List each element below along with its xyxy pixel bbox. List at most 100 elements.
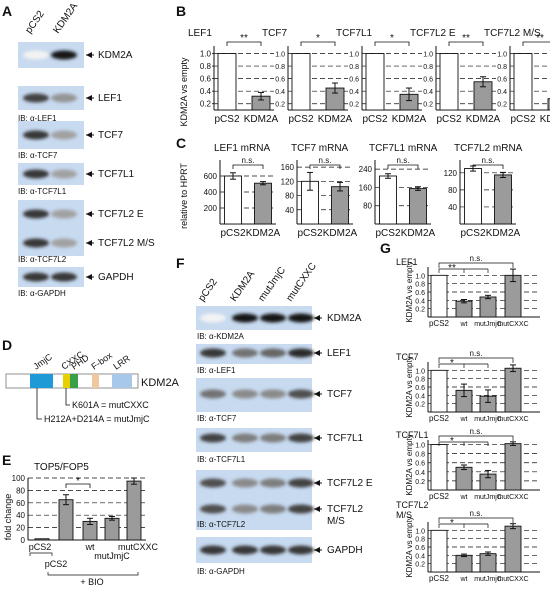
band-label-f-1-0: LEF1	[327, 348, 351, 359]
chart-title-12: TCF7L1	[396, 430, 429, 440]
band-f-2-0-3	[288, 389, 314, 399]
arrow-f-3-0-head	[314, 435, 320, 441]
bar-10-1	[455, 300, 473, 318]
sig-bracket-1	[300, 41, 336, 46]
tick-label-11-2: 0.6	[415, 385, 425, 392]
tick-label-13-4: 0.2	[415, 562, 425, 569]
tick-label-8-1: 80	[448, 186, 457, 195]
sig-bracket-5	[232, 164, 264, 169]
tick-label-4-2: 0.6	[497, 77, 507, 84]
lane-label-f-0: pCS2	[196, 277, 220, 304]
tick-label-9-3: 40	[16, 511, 25, 520]
category-label-12-2: mutJmjC	[474, 494, 502, 501]
category-label-0-1: KDM2A	[244, 114, 279, 125]
tick-label-10-0: 1.0	[415, 273, 425, 280]
tick-label-6-2: 120	[281, 177, 295, 186]
sig-marker-2: *	[390, 33, 394, 44]
category-label-11-1: wt	[460, 416, 468, 423]
band-f-3-0-1	[232, 433, 258, 443]
chart-title-2: TCF7L1	[336, 28, 373, 39]
chart-title-13-a: TCF7L2	[396, 500, 429, 510]
tick-label-12-2: 0.6	[415, 461, 425, 468]
sig-star-10: **	[448, 263, 456, 274]
panel-letter-c: C	[176, 135, 186, 151]
arrow-f-0-0-head	[314, 315, 320, 321]
band-label-f-0-0: KDM2A	[327, 313, 362, 324]
category-label-9-3: mutJmjC	[94, 551, 130, 561]
sig-bracket-2	[374, 41, 410, 46]
chart-title-7: TCF7L1 mRNA	[369, 143, 438, 154]
category-label-9-1: pCS2	[45, 559, 68, 569]
tick-label-2-3: 0.4	[349, 89, 359, 96]
jmjc-label: JmjC	[31, 351, 54, 371]
chart-title-10: LEF1	[396, 257, 418, 267]
chart-title-1: TCF7	[262, 28, 287, 39]
tick-label-13-0: 1.0	[415, 528, 425, 535]
ib-label-a-1: IB: α-LEF1	[18, 114, 57, 123]
bar-2-0	[365, 53, 385, 111]
tick-label-8-2: 120	[444, 169, 458, 178]
tick-label-0-0: 1.0	[200, 50, 212, 59]
sig-bracket-11	[438, 363, 488, 368]
tick-label-7-1: 160	[359, 183, 373, 192]
sig-bracket-8	[472, 164, 504, 169]
tick-label-2-1: 0.8	[349, 64, 359, 71]
band-a-0-0-pcs2	[23, 50, 49, 60]
panel-letter-a: A	[2, 3, 12, 19]
ib-label-f-0: IB: α-KDM2A	[197, 332, 245, 341]
band-label-a-0-0: KDM2A	[98, 50, 133, 61]
tick-label-9-2: 60	[16, 499, 25, 508]
bar-12-3	[504, 443, 522, 491]
band-a-3-0-pcs2	[23, 169, 49, 179]
bar-8-0	[464, 168, 482, 225]
protein-name: KDM2A	[141, 377, 180, 389]
chart-title-4: TCF7L2 M/S	[484, 28, 541, 39]
y-axis-label-13: KDM2A vs empty	[405, 516, 414, 577]
bar-3-0	[439, 53, 459, 111]
band-f-1-0-2	[260, 348, 286, 358]
band-label-f-3-0: TCF7L1	[327, 433, 364, 444]
arrow-a-2-0-head	[86, 132, 92, 138]
y-axis-label-12: KDM2A vs empty	[405, 434, 414, 495]
bar-7-0	[379, 175, 397, 225]
band-f-5-0-3	[288, 545, 314, 555]
band-f-5-0-2	[260, 545, 286, 555]
band-a-3-0-kdm2a	[51, 169, 77, 179]
category-label-4-0: pCS2	[510, 114, 535, 125]
blot-a-4	[18, 200, 84, 256]
band-f-4-0-0	[200, 478, 226, 488]
band-f-5-0-1	[232, 545, 258, 555]
tick-label-10-1: 0.8	[415, 282, 425, 289]
sig-marker-1: *	[316, 33, 320, 44]
panel-b-y-axis-label: KDM2A vs empty	[179, 57, 189, 127]
tick-label-7-0: 80	[363, 202, 372, 211]
category-label-7-1: KDM2A	[401, 228, 436, 239]
arrow-f-5-0-head	[314, 547, 320, 553]
arrow-f-1-0-head	[314, 350, 320, 356]
tick-label-3-4: 0.2	[423, 102, 433, 109]
band-label-a-1-0: LEF1	[98, 93, 122, 104]
sig-bracket-13	[438, 523, 488, 528]
category-label-12-3: mutCXXC	[497, 494, 528, 501]
cxxc-mutation-leader	[65, 388, 70, 406]
category-label-2-1: KDM2A	[392, 114, 427, 125]
band-f-0-0-3	[288, 313, 314, 323]
tick-label-6-1: 80	[285, 192, 294, 201]
tick-label-6-3: 160	[281, 163, 295, 172]
band-label-f-2-0: TCF7	[327, 389, 352, 400]
band-f-4-1-2	[260, 504, 286, 514]
panel-letter-f: F	[176, 255, 185, 271]
band-f-0-0-2	[260, 313, 286, 323]
f-box-domain	[92, 374, 99, 388]
panel-letter-e: E	[2, 452, 11, 468]
y-axis-label-11: KDM2A vs empty	[405, 356, 414, 417]
tick-label-0-2: 0.6	[200, 75, 212, 84]
tick-label-0-4: 0.2	[200, 100, 212, 109]
band-f-2-0-0	[200, 389, 226, 399]
category-label-10-0: pCS2	[429, 319, 450, 328]
arrow-a-4-0-head	[86, 211, 92, 217]
tick-label-3-2: 0.6	[423, 77, 433, 84]
bar-10-0	[430, 274, 448, 318]
